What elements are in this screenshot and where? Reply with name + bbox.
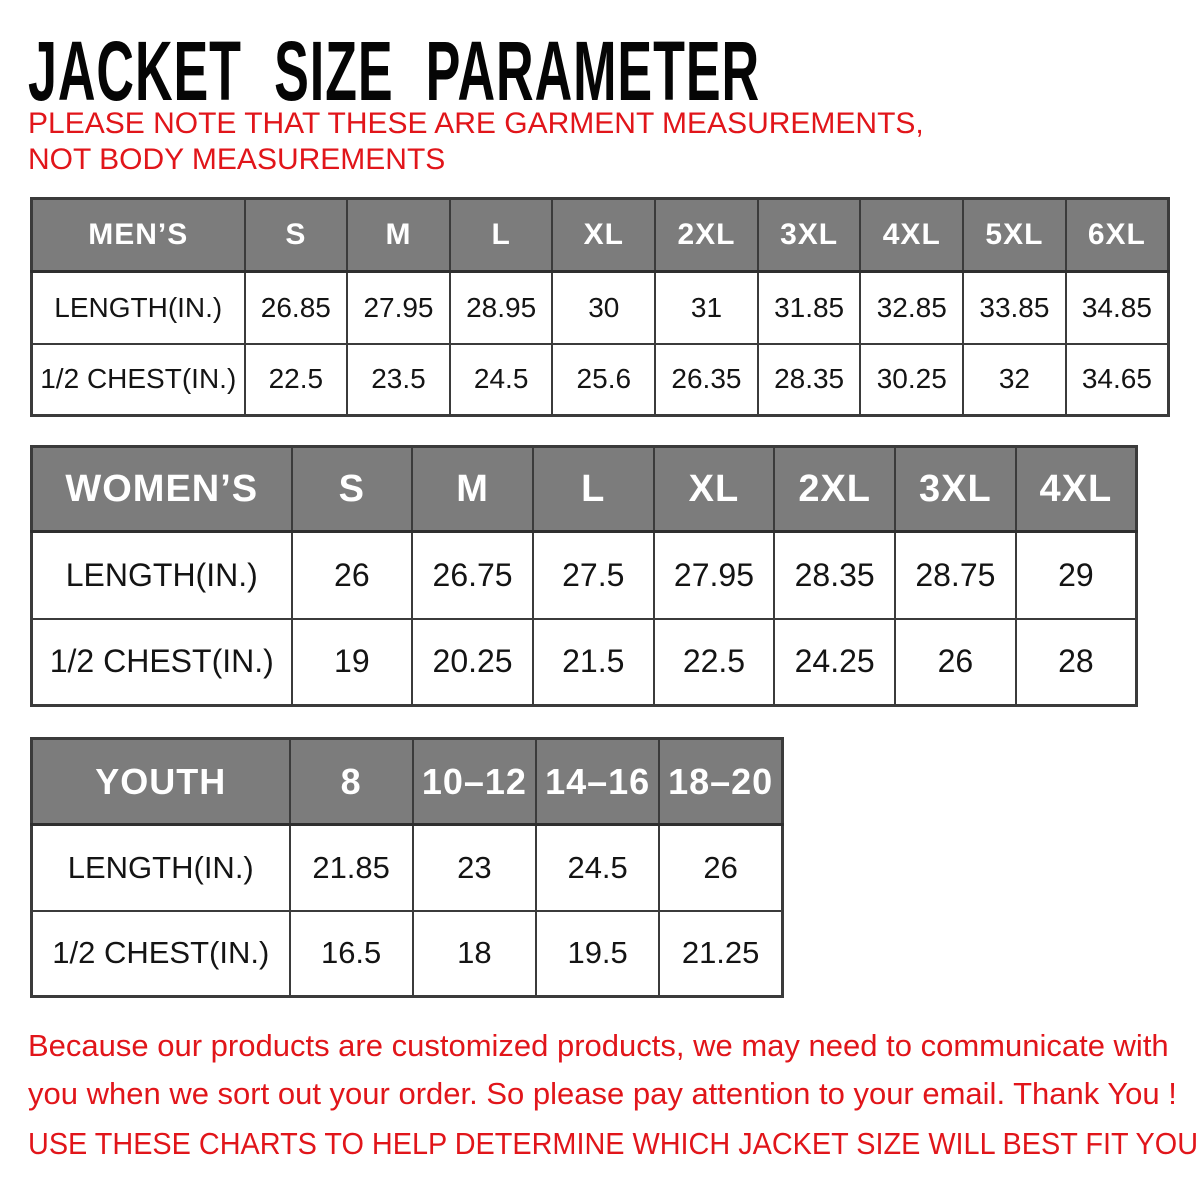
size-header-cell: 14–16 bbox=[534, 737, 661, 826]
row-label-cell: LENGTH(IN.) bbox=[30, 823, 291, 912]
value-cell: 27.5 bbox=[531, 530, 655, 620]
table-title-cell: MEN’S bbox=[30, 197, 246, 273]
value-cell: 21.25 bbox=[658, 909, 784, 998]
size-header-cell: 2XL bbox=[654, 197, 759, 273]
row-label-cell: 1/2 CHEST(IN.) bbox=[30, 617, 293, 707]
fit-advice: USE THESE CHARTS TO HELP DETERMINE WHICH… bbox=[28, 1126, 1200, 1161]
table-title-cell: YOUTH bbox=[30, 737, 291, 826]
value-cell: 19.5 bbox=[534, 909, 661, 998]
value-cell: 26 bbox=[894, 617, 1017, 707]
value-cell: 29 bbox=[1014, 530, 1138, 620]
value-cell: 31 bbox=[654, 270, 759, 345]
size-header-cell: 3XL bbox=[894, 445, 1017, 533]
value-cell: 26.75 bbox=[411, 530, 534, 620]
value-cell: 23.5 bbox=[346, 342, 451, 417]
value-cell: 16.5 bbox=[288, 909, 414, 998]
size-header-cell: 5XL bbox=[962, 197, 1067, 273]
page-title: JACKET SIZE PARAMETER bbox=[28, 22, 815, 122]
youth-size-table: YOUTH 8 10–12 14–16 18–20 LENGTH(IN.) 21.85 23 2… bbox=[30, 737, 784, 998]
size-header-cell: S bbox=[290, 445, 414, 533]
measurement-row: LENGTH(IN.) 21.85 23 24.5 26 bbox=[30, 823, 784, 912]
row-label-cell: LENGTH(IN.) bbox=[30, 530, 293, 620]
size-header-cell: 4XL bbox=[1014, 445, 1138, 533]
value-cell: 28.35 bbox=[756, 342, 862, 417]
size-header-cell: S bbox=[243, 197, 349, 273]
value-cell: 26.85 bbox=[243, 270, 349, 345]
measurement-row: 1/2 CHEST(IN.) 22.5 23.5 24.5 25.6 26.35 28.35… bbox=[30, 342, 1170, 417]
value-cell: 19 bbox=[290, 617, 414, 707]
value-cell: 25.6 bbox=[551, 342, 657, 417]
value-cell: 26 bbox=[658, 823, 784, 912]
value-cell: 30.25 bbox=[859, 342, 965, 417]
value-cell: 22.5 bbox=[243, 342, 349, 417]
value-cell: 26 bbox=[290, 530, 414, 620]
value-cell: 33.85 bbox=[962, 270, 1067, 345]
mens-size-table: MEN’S S M L XL 2XL 3XL 4XL 5XL 6XL LENGTH(IN.) 26.8… bbox=[30, 197, 1170, 417]
measurement-row: 1/2 CHEST(IN.) 19 20.25 21.5 22.5 24.25 26 28 bbox=[30, 617, 1138, 707]
row-label-cell: 1/2 CHEST(IN.) bbox=[30, 342, 246, 417]
size-header-cell: M bbox=[411, 445, 534, 533]
womens-size-table: WOMEN’S S M L XL 2XL 3XL 4XL LENGTH(IN.) 26 26.75 2… bbox=[30, 445, 1138, 707]
value-cell: 32.85 bbox=[859, 270, 965, 345]
header-row: MEN’S S M L XL 2XL 3XL 4XL 5XL 6XL bbox=[30, 197, 1170, 273]
value-cell: 30 bbox=[551, 270, 657, 345]
size-header-cell: L bbox=[448, 197, 554, 273]
size-header-cell: M bbox=[346, 197, 451, 273]
customization-notice: Because our products are customized prod… bbox=[28, 1028, 1177, 1111]
size-header-cell: 4XL bbox=[859, 197, 965, 273]
measurement-row: LENGTH(IN.) 26.85 27.95 28.95 30 31 31.85 32.85… bbox=[30, 270, 1170, 345]
size-header-cell: XL bbox=[551, 197, 657, 273]
value-cell: 18 bbox=[411, 909, 538, 998]
value-cell: 24.5 bbox=[534, 823, 661, 912]
header-row: WOMEN’S S M L XL 2XL 3XL 4XL bbox=[30, 445, 1138, 533]
value-cell: 24.25 bbox=[773, 617, 897, 707]
measurement-row: 1/2 CHEST(IN.) 16.5 18 19.5 21.25 bbox=[30, 909, 784, 998]
row-label-cell: LENGTH(IN.) bbox=[30, 270, 246, 345]
value-cell: 21.5 bbox=[531, 617, 655, 707]
size-header-cell: 2XL bbox=[773, 445, 897, 533]
value-cell: 21.85 bbox=[288, 823, 414, 912]
value-cell: 22.5 bbox=[652, 617, 776, 707]
value-cell: 26.35 bbox=[654, 342, 759, 417]
value-cell: 28.35 bbox=[773, 530, 897, 620]
value-cell: 27.95 bbox=[652, 530, 776, 620]
value-cell: 23 bbox=[411, 823, 538, 912]
value-cell: 34.85 bbox=[1064, 270, 1170, 345]
row-label-cell: 1/2 CHEST(IN.) bbox=[30, 909, 291, 998]
value-cell: 28.75 bbox=[894, 530, 1017, 620]
page-title-text: JACKET SIZE PARAMETER bbox=[28, 23, 761, 119]
value-cell: 31.85 bbox=[756, 270, 862, 345]
measurement-row: LENGTH(IN.) 26 26.75 27.5 27.95 28.35 28.75 29 bbox=[30, 530, 1138, 620]
garment-measurement-note: PLEASE NOTE THAT THESE ARE GARMENT MEASU… bbox=[28, 107, 924, 176]
size-header-cell: XL bbox=[652, 445, 776, 533]
value-cell: 24.5 bbox=[448, 342, 554, 417]
size-header-cell: L bbox=[531, 445, 655, 533]
value-cell: 28 bbox=[1014, 617, 1138, 707]
size-header-cell: 18–20 bbox=[658, 737, 784, 826]
size-header-cell: 8 bbox=[288, 737, 414, 826]
size-header-cell: 6XL bbox=[1064, 197, 1170, 273]
value-cell: 20.25 bbox=[411, 617, 534, 707]
header-row: YOUTH 8 10–12 14–16 18–20 bbox=[30, 737, 784, 826]
size-header-cell: 10–12 bbox=[411, 737, 538, 826]
value-cell: 27.95 bbox=[346, 270, 451, 345]
table-title-cell: WOMEN’S bbox=[30, 445, 293, 533]
value-cell: 34.65 bbox=[1064, 342, 1170, 417]
value-cell: 32 bbox=[962, 342, 1067, 417]
size-header-cell: 3XL bbox=[756, 197, 862, 273]
value-cell: 28.95 bbox=[448, 270, 554, 345]
